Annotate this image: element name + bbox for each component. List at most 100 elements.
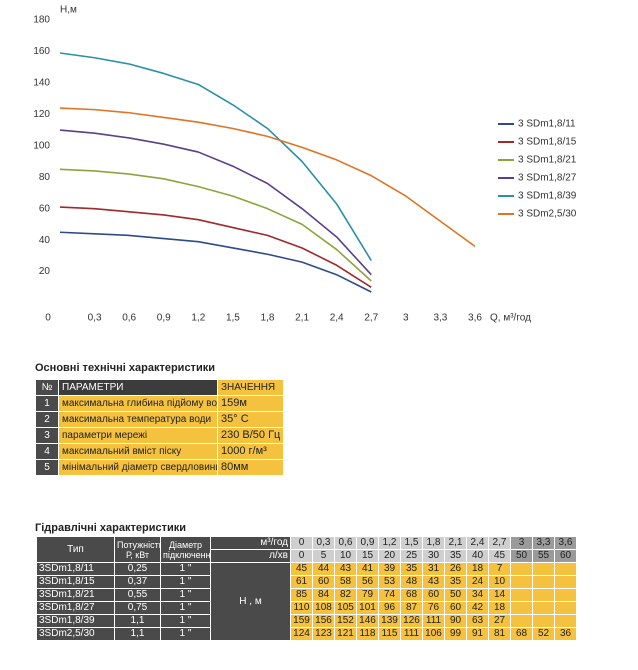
head-cell: [554, 575, 577, 589]
head-cell: 91: [466, 627, 489, 641]
x-tick-label: 0,3: [88, 313, 102, 324]
head-cell: 105: [334, 601, 357, 615]
head-cell: 90: [444, 614, 467, 628]
head-cell: 124: [290, 627, 313, 641]
head-cell: 156: [312, 614, 335, 628]
head-unit-cell: Н , м: [210, 562, 291, 641]
x-tick-label: 3: [403, 313, 409, 324]
flow-cell: 3,3: [532, 536, 555, 550]
head-cell: 60: [422, 588, 445, 602]
head-cell: [532, 588, 555, 602]
flow-cell: 35: [444, 549, 467, 563]
head-cell: 68: [510, 627, 533, 641]
flow-cell: 50: [510, 549, 533, 563]
y-tick-label: 40: [39, 235, 51, 246]
flow-cell: 2,7: [488, 536, 511, 550]
x-tick-label: 2,1: [295, 313, 309, 324]
head-cell: 24: [466, 575, 489, 589]
flow-cell: 55: [532, 549, 555, 563]
pump-row: 3SDm1,8/11 0,25 1 " Н , м 45 44 43 41 39 35 31 26 18…: [36, 562, 577, 641]
head-cell: 82: [334, 588, 357, 602]
head-cell: 76: [422, 601, 445, 615]
y-tick-label: 140: [33, 78, 50, 89]
head-cell: [510, 601, 533, 615]
head-cell: 126: [400, 614, 423, 628]
head-cell: 152: [334, 614, 357, 628]
legend-label: 3 SDm1,8/39: [518, 191, 577, 202]
series-line: [59, 129, 372, 276]
head-cell: 106: [422, 627, 445, 641]
diameter-cell: 1 ": [160, 627, 211, 641]
header-cell: ЗНАЧЕННЯ: [217, 379, 284, 396]
head-cell: 35: [444, 575, 467, 589]
spec-cell: 3: [35, 427, 59, 444]
flow-cell: 0: [290, 549, 313, 563]
spec-cell: максимальна глибина підйому води: [58, 395, 218, 412]
head-cell: 18: [466, 562, 489, 576]
head-cell: [554, 588, 577, 602]
head-cell: 56: [356, 575, 379, 589]
head-cell: 52: [532, 627, 555, 641]
flow-cell: 15: [356, 549, 379, 563]
head-cell: [554, 614, 577, 628]
head-cell: 48: [400, 575, 423, 589]
power-cell: 0,25: [114, 562, 161, 576]
pump-row: 3SDm1,8/15 0,37 1 " 61 60 58 56 53 48 43 35 24 10: [36, 575, 577, 589]
head-cell: 123: [312, 627, 335, 641]
flow-cell: 0,3: [312, 536, 335, 550]
legend-label: 3 SDm1,8/27: [518, 173, 577, 184]
spec-cell: мінімальний діаметр свердловини: [58, 459, 218, 476]
head-cell: 43: [422, 575, 445, 589]
flow-cell: 60: [554, 549, 577, 563]
pump-row: 3SDm1,8/39 1,1 1 " 159 156 152 146 139 126 111 90 6…: [36, 614, 577, 628]
flow-cell: 25: [400, 549, 423, 563]
head-cell: [554, 562, 577, 576]
series-line: [59, 107, 476, 248]
head-cell: 27: [488, 614, 511, 628]
head-cell: 121: [334, 627, 357, 641]
spec-cell: 159м: [217, 395, 284, 412]
spec-cell: 5: [35, 459, 59, 476]
head-cell: 34: [466, 588, 489, 602]
flow-cell: 0,6: [334, 536, 357, 550]
head-cell: 14: [488, 588, 511, 602]
head-cell: 139: [378, 614, 401, 628]
head-cell: 45: [290, 562, 313, 576]
spec-row: 2 максимальна температура води 35° С: [35, 411, 284, 428]
head-cell: 99: [444, 627, 467, 641]
head-cell: 115: [378, 627, 401, 641]
header-cell: №: [35, 379, 59, 396]
hydraulic-title: Гідравлічні характеристики: [35, 522, 187, 534]
x-tick-label: 2,4: [330, 313, 344, 324]
head-cell: 81: [488, 627, 511, 641]
flow-cell: 1,2: [378, 536, 401, 550]
spec-cell: 1000 г/м³: [217, 443, 284, 460]
legend-label: 3 SDm1,8/15: [518, 137, 577, 148]
head-cell: 96: [378, 601, 401, 615]
spec-cell: параметри мережі: [58, 427, 218, 444]
head-cell: 63: [466, 614, 489, 628]
head-cell: [554, 601, 577, 615]
spec-cell: максимальний вміст піску: [58, 443, 218, 460]
head-cell: 43: [334, 562, 357, 576]
head-cell: 60: [312, 575, 335, 589]
flow-cell: 10: [334, 549, 357, 563]
diameter-cell: 1 ": [160, 575, 211, 589]
series-line: [59, 168, 372, 282]
flow-cell: 30: [422, 549, 445, 563]
spec-row: 4 максимальний вміст піску 1000 г/м³: [35, 443, 284, 460]
flow-cell: 1,5: [400, 536, 423, 550]
head-cell: 118: [356, 627, 379, 641]
head-cell: 110: [290, 601, 313, 615]
header-cell: Тип: [36, 536, 115, 563]
head-cell: 74: [378, 588, 401, 602]
diameter-cell: 1 ": [160, 562, 211, 576]
power-cell: 1,1: [114, 627, 161, 641]
header-cell: ПАРАМЕТРИ: [58, 379, 218, 396]
head-cell: 35: [400, 562, 423, 576]
head-cell: 31: [422, 562, 445, 576]
series-line: [59, 231, 372, 293]
header-cell: л/хв: [210, 549, 291, 563]
header-cell: Діаметр підключення: [160, 536, 211, 563]
legend-label: 3 SDm1,8/11: [518, 119, 576, 130]
